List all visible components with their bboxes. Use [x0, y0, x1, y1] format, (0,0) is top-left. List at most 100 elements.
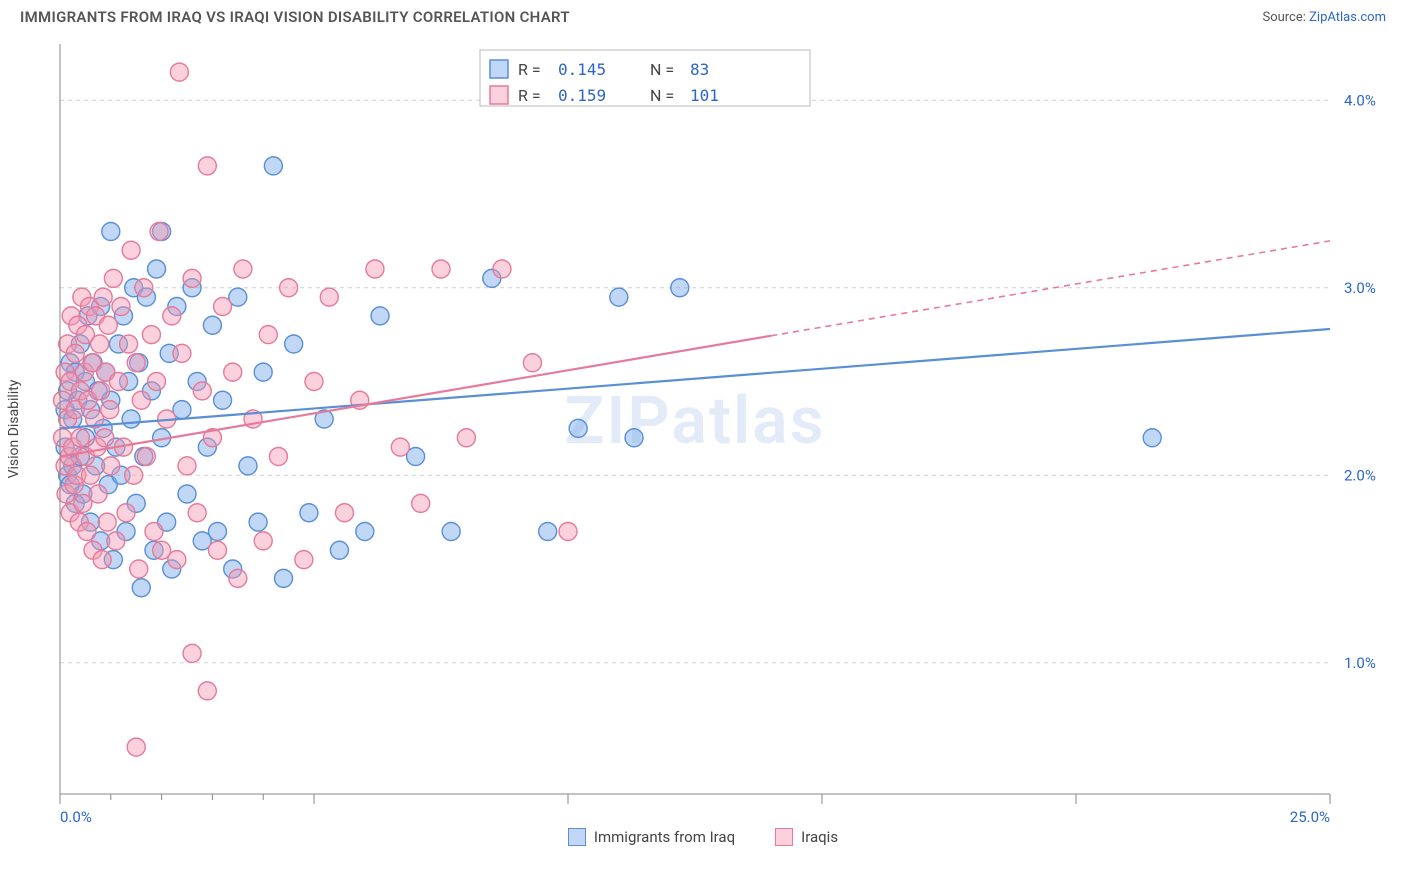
legend-swatch [490, 60, 508, 78]
data-point [148, 260, 166, 278]
data-point [208, 523, 226, 541]
data-point [96, 429, 114, 447]
data-point [102, 457, 120, 475]
y-tick-label: 3.0% [1344, 279, 1376, 297]
source-link[interactable]: ZipAtlas.com [1309, 10, 1386, 25]
data-point [391, 438, 409, 456]
legend-r-value: 0.159 [558, 86, 606, 105]
chart-source: Source: ZipAtlas.com [1262, 10, 1386, 25]
data-point [523, 354, 541, 372]
legend-r-label: R = [518, 86, 541, 105]
data-point [457, 429, 475, 447]
data-point [254, 532, 272, 550]
data-point [92, 382, 110, 400]
data-point [109, 373, 127, 391]
y-tick-label: 2.0% [1344, 466, 1376, 484]
source-prefix: Source: [1262, 10, 1309, 25]
data-point [625, 429, 643, 447]
data-point [120, 335, 138, 353]
data-point [127, 354, 145, 372]
data-point [99, 316, 117, 334]
x-tick-label: 0.0% [60, 808, 92, 824]
data-point [101, 401, 119, 419]
data-point [98, 513, 116, 531]
data-point [569, 419, 587, 437]
legend-swatch [775, 828, 793, 846]
x-tick-label: 25.0% [1290, 808, 1330, 824]
data-point [442, 523, 460, 541]
data-point [163, 307, 181, 325]
data-point [107, 532, 125, 550]
data-point [132, 391, 150, 409]
trend-line-extrapolated [771, 241, 1330, 336]
data-point [285, 335, 303, 353]
data-point [335, 504, 353, 522]
data-point [178, 485, 196, 503]
data-point [214, 391, 232, 409]
data-point [71, 429, 89, 447]
data-point [117, 504, 135, 522]
data-point [148, 373, 166, 391]
data-point [371, 307, 389, 325]
data-point [91, 335, 109, 353]
legend-item: Immigrants from Iraq [568, 828, 735, 846]
legend-n-value: 101 [690, 86, 719, 105]
legend-n-value: 83 [690, 60, 709, 79]
data-point [264, 157, 282, 175]
data-point [214, 298, 232, 316]
legend-r-label: R = [518, 60, 541, 79]
data-point [356, 523, 374, 541]
data-point [366, 260, 384, 278]
y-tick-label: 4.0% [1344, 91, 1376, 109]
data-point [135, 279, 153, 297]
data-point [229, 569, 247, 587]
data-point [254, 363, 272, 381]
data-point [78, 523, 96, 541]
y-axis-label: Vision Disability [6, 380, 22, 479]
data-point [193, 382, 211, 400]
data-point [300, 504, 318, 522]
data-point [188, 504, 206, 522]
data-point [150, 223, 168, 241]
data-point [94, 288, 112, 306]
data-point [142, 326, 160, 344]
chart-area: Vision Disability 1.0%2.0%3.0%4.0%ZIPatl… [20, 34, 1386, 824]
data-point [239, 457, 257, 475]
data-point [112, 298, 130, 316]
data-point [559, 523, 577, 541]
data-point [493, 260, 511, 278]
data-point [125, 466, 143, 484]
legend-label: Iraqis [801, 828, 838, 846]
data-point [269, 448, 287, 466]
watermark: ZIPatlas [564, 383, 825, 460]
data-point [145, 523, 163, 541]
data-point [295, 551, 313, 569]
data-point [178, 457, 196, 475]
data-point [130, 560, 148, 578]
legend-item: Iraqis [775, 828, 838, 846]
data-point [610, 288, 628, 306]
data-point [89, 485, 107, 503]
data-point [66, 344, 84, 362]
data-point [93, 551, 111, 569]
legend-r-value: 0.145 [558, 60, 606, 79]
data-point [198, 682, 216, 700]
data-point [208, 541, 226, 559]
data-point [168, 551, 186, 569]
scatter-chart: 1.0% 2.0% 3.0% 4.0% ZIPatlas 0.0% 25.0% R = 0.14… [20, 34, 1380, 824]
legend-swatch [490, 86, 508, 104]
data-point [305, 373, 323, 391]
data-point [1143, 429, 1161, 447]
legend-n-label: N = [650, 60, 674, 79]
data-point [671, 279, 689, 297]
data-point [224, 363, 242, 381]
data-point [183, 269, 201, 287]
y-tick-label: 1.0% [1344, 654, 1376, 672]
data-point [132, 579, 150, 597]
data-point [102, 223, 120, 241]
data-point [198, 157, 216, 175]
legend-label: Immigrants from Iraq [594, 828, 735, 846]
legend-swatch [568, 828, 586, 846]
data-point [122, 241, 140, 259]
data-point [412, 494, 430, 512]
